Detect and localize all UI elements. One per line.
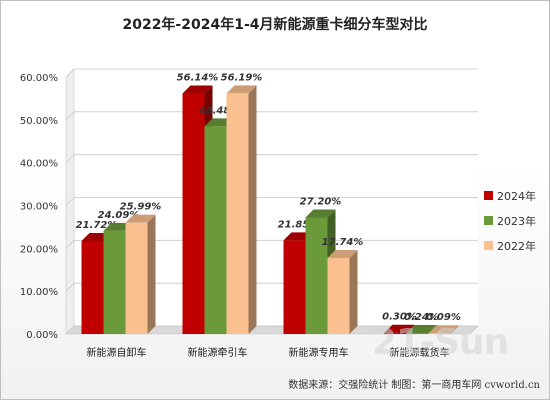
y-tick-label: 0.00% xyxy=(26,330,58,341)
gridline xyxy=(65,239,478,249)
bar-top-2-2 xyxy=(327,250,358,259)
legend-label-2022: 2022年 xyxy=(497,239,536,253)
x-category-label: 新能源牵引车 xyxy=(188,346,248,359)
bar-side-2-2 xyxy=(349,250,358,334)
legend-swatch-2022 xyxy=(484,241,493,250)
data-label: 27.20% xyxy=(300,196,342,207)
data-label: 0.24% xyxy=(404,312,439,323)
gridline xyxy=(65,197,478,206)
bar-2-1 xyxy=(226,93,249,334)
bar-0-3 xyxy=(384,332,407,334)
y-tick-label: 50.00% xyxy=(20,116,58,127)
watermark: 21-Sun xyxy=(372,322,509,363)
y-tick-label: 20.00% xyxy=(20,244,58,255)
bar-1-0 xyxy=(103,230,126,334)
bar-0-1 xyxy=(182,93,205,335)
data-label: 48.48% xyxy=(198,105,241,116)
y-tick-label: 10.00% xyxy=(20,287,58,298)
data-label: 0.09% xyxy=(426,312,461,323)
y-tick-label: 60.00% xyxy=(20,73,58,84)
legend-item-2024: 2024年 xyxy=(484,183,536,208)
data-label: 21.85% xyxy=(278,219,320,230)
gridline xyxy=(65,111,478,121)
legend-label-2024: 2024年 xyxy=(497,189,536,203)
bar-top-2-3 xyxy=(428,325,459,334)
bar-side-2-1 xyxy=(248,85,257,334)
bar-top-0-3 xyxy=(384,324,415,333)
bar-top-1-2 xyxy=(305,209,336,218)
legend-label-2023: 2023年 xyxy=(497,214,536,228)
bar-side-2-0 xyxy=(147,214,156,334)
bar-0-0 xyxy=(81,240,104,334)
data-label: 56.14% xyxy=(177,73,219,84)
data-label: 17.74% xyxy=(322,237,364,248)
bar-1-2 xyxy=(305,217,328,334)
data-label: 25.99% xyxy=(120,202,162,213)
data-label: 21.72% xyxy=(76,220,118,231)
data-label: 0.30% xyxy=(382,312,417,323)
x-category-label: 新能源专用车 xyxy=(289,346,349,359)
data-label: 56.19% xyxy=(221,72,263,83)
x-category-label: 新能源载货车 xyxy=(390,346,450,359)
source-note: 数据来源：交强险统计 制图：第一商用车网 cvworld.cn xyxy=(288,380,540,391)
bar-2-2 xyxy=(327,258,350,334)
gridline xyxy=(65,154,478,163)
gridline xyxy=(65,68,478,78)
bar-side-2-3 xyxy=(450,325,459,334)
y-tick-label: 40.00% xyxy=(20,159,58,170)
chart-title: 2022年-2024年1-4月新能源重卡细分车型对比 xyxy=(122,17,428,33)
bar-0-2 xyxy=(283,240,306,334)
legend-item-2022: 2022年 xyxy=(484,233,536,258)
bar-top-2-1 xyxy=(226,85,257,94)
y-tick-label: 30.00% xyxy=(20,202,58,213)
bar-1-3 xyxy=(406,332,429,334)
bar-2-3 xyxy=(428,333,451,334)
legend-swatch-2023 xyxy=(484,216,493,225)
bar-top-0-1 xyxy=(182,85,213,94)
x-category-label: 新能源自卸车 xyxy=(87,346,147,359)
bar-1-1 xyxy=(204,126,227,335)
bar-top-2-0 xyxy=(125,214,156,223)
data-label: 24.09% xyxy=(98,210,140,221)
bar-2-0 xyxy=(125,222,148,334)
legend-item-2023: 2023年 xyxy=(484,208,536,233)
legend: 2024年 2023年 2022年 xyxy=(484,183,536,258)
legend-swatch-2024 xyxy=(484,191,493,200)
bar-top-1-3 xyxy=(406,324,437,333)
